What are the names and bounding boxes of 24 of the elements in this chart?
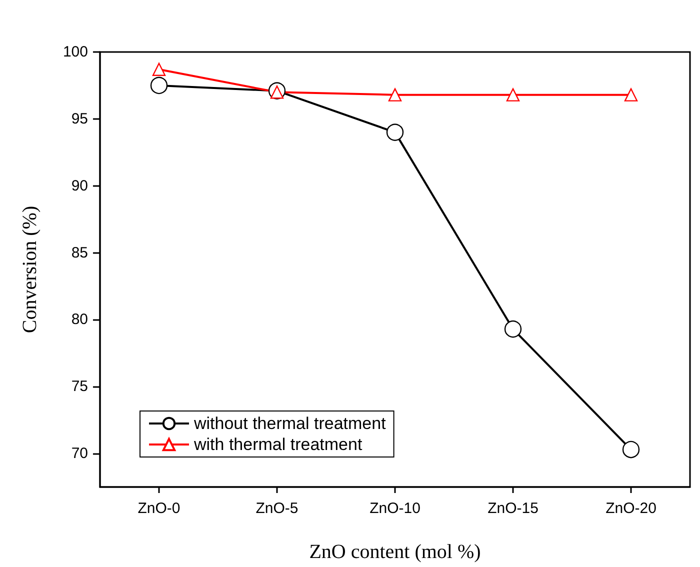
point	[506, 88, 520, 102]
x-tick-label: ZnO-20	[606, 500, 656, 517]
x-tick-label: ZnO-0	[138, 500, 180, 517]
point	[386, 124, 404, 141]
y-tick-label: 80	[71, 311, 88, 328]
y-axis-title: Conversion (%)	[19, 206, 41, 334]
legend-label: without thermal treatment	[193, 414, 386, 433]
y-tick-label: 75	[71, 378, 88, 396]
x-tick-label: ZnO-15	[488, 500, 538, 517]
x-tick-label: ZnO-5	[256, 500, 298, 517]
y-tick-label: 90	[71, 177, 88, 194]
x-axis-title: ZnO content (mol %)	[309, 541, 481, 563]
point	[150, 76, 168, 94]
x-tick-label: ZnO-10	[370, 500, 420, 517]
y-tick-label: 70	[71, 445, 88, 462]
y-tick-label: 95	[71, 110, 88, 128]
point	[152, 62, 166, 76]
point	[388, 88, 402, 102]
point	[504, 320, 522, 338]
legend-label: with thermal treatment	[193, 435, 362, 454]
y-tick-label: 85	[71, 244, 88, 262]
point	[622, 440, 640, 458]
y-tick-label: 100	[62, 44, 88, 60]
point	[624, 88, 638, 102]
